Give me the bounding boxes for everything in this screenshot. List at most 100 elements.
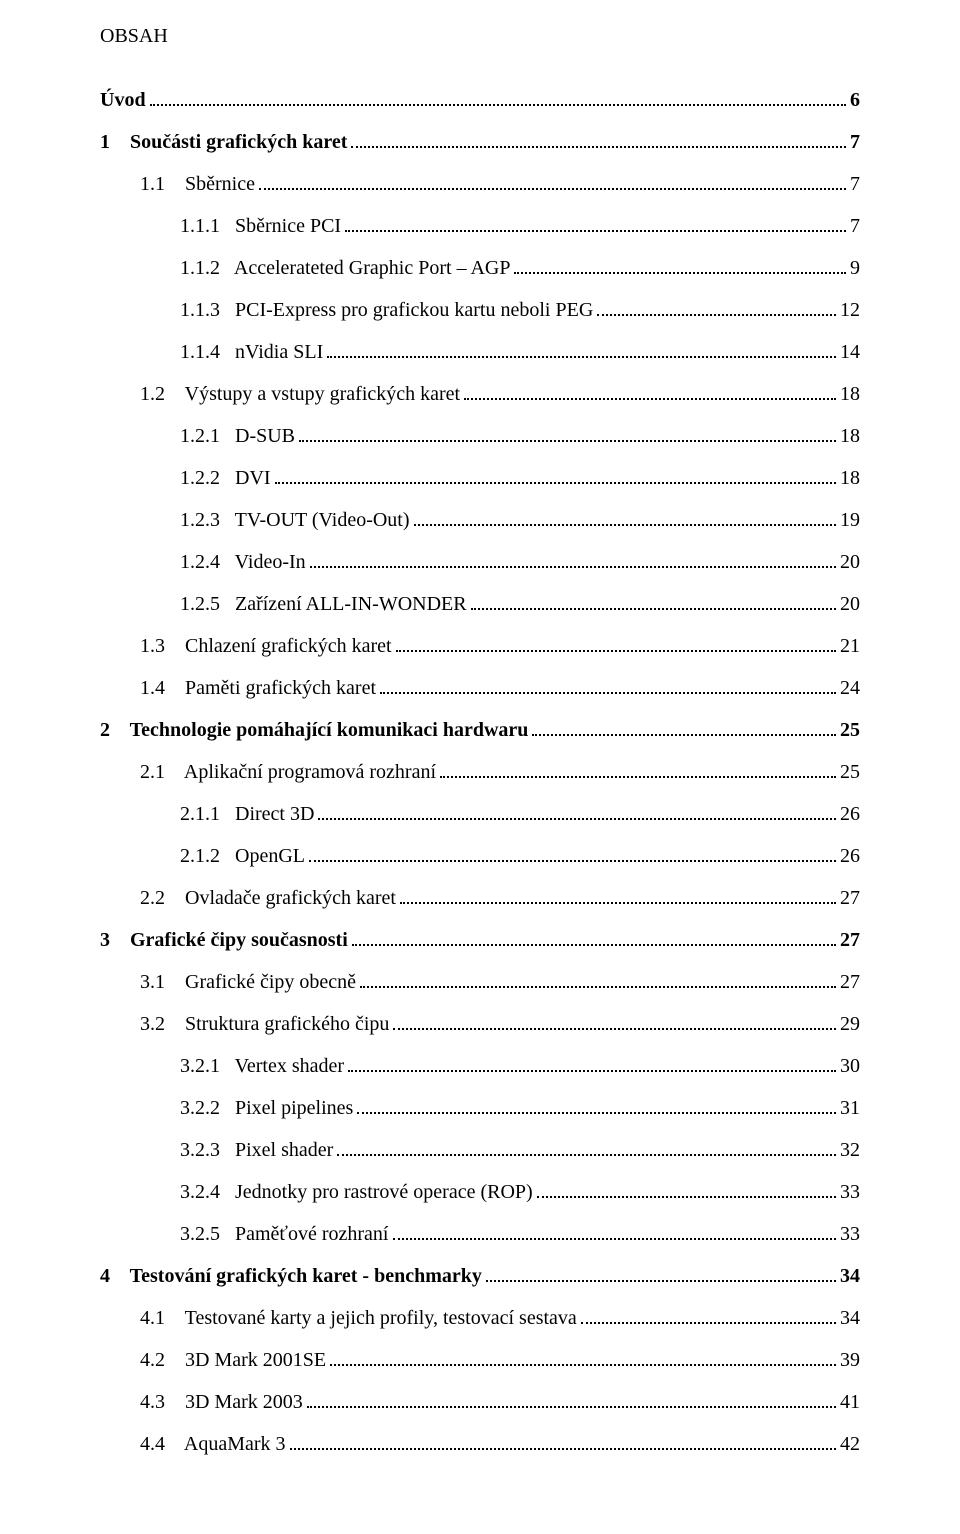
toc-page-number: 18 xyxy=(840,378,860,410)
toc-row: 4 Testování grafických karet - benchmark… xyxy=(100,1260,860,1292)
toc-page-number: 39 xyxy=(840,1344,860,1376)
toc-page-number: 12 xyxy=(840,294,860,326)
toc-page-number: 29 xyxy=(840,1008,860,1040)
toc-page-number: 7 xyxy=(850,168,860,200)
toc-page-number: 27 xyxy=(840,882,860,914)
toc-leader-dots xyxy=(309,842,836,862)
toc-row: 2.1 Aplikační programová rozhraní 25 xyxy=(100,756,860,788)
toc-label: 2.1.2 OpenGL xyxy=(180,840,305,872)
toc-page-number: 14 xyxy=(840,336,860,368)
toc-leader-dots xyxy=(318,800,836,820)
toc-row: 3.2.5 Paměťové rozhraní 33 xyxy=(100,1218,860,1250)
toc-leader-dots xyxy=(330,1346,836,1366)
toc-leader-dots xyxy=(471,590,836,610)
toc-row: 3.2.3 Pixel shader 32 xyxy=(100,1134,860,1166)
toc-page-number: 24 xyxy=(840,672,860,704)
toc-row: 1.1 Sběrnice 7 xyxy=(100,168,860,200)
toc-page-number: 7 xyxy=(850,210,860,242)
toc-label: 1.2.3 TV-OUT (Video-Out) xyxy=(180,504,410,536)
toc-label: 4.4 AquaMark 3 xyxy=(140,1428,286,1460)
toc-page-number: 27 xyxy=(840,924,860,956)
toc-row: 1.4 Paměti grafických karet 24 xyxy=(100,672,860,704)
toc-leader-dots xyxy=(337,1136,836,1156)
toc-leader-dots xyxy=(486,1262,836,1282)
toc-label: 1.3 Chlazení grafických karet xyxy=(140,630,392,662)
toc-label: 1.1.1 Sběrnice PCI xyxy=(180,210,341,242)
toc-page-number: 7 xyxy=(850,126,860,158)
toc-container: Úvod 61 Součásti grafických karet 71.1 S… xyxy=(100,84,860,1460)
toc-row: 1.2.4 Video-In 20 xyxy=(100,546,860,578)
toc-leader-dots xyxy=(327,338,836,358)
toc-row: 4.3 3D Mark 2003 41 xyxy=(100,1386,860,1418)
toc-page-number: 20 xyxy=(840,588,860,620)
toc-page-number: 6 xyxy=(850,84,860,116)
toc-row: 3.2.2 Pixel pipelines 31 xyxy=(100,1092,860,1124)
toc-leader-dots xyxy=(275,464,836,484)
toc-row: 2.1.1 Direct 3D 26 xyxy=(100,798,860,830)
toc-row: 1.2 Výstupy a vstupy grafických karet 18 xyxy=(100,378,860,410)
toc-page-number: 32 xyxy=(840,1134,860,1166)
toc-row: 2.2 Ovladače grafických karet 27 xyxy=(100,882,860,914)
toc-label: 1.1.4 nVidia SLI xyxy=(180,336,323,368)
toc-label: 4.2 3D Mark 2001SE xyxy=(140,1344,326,1376)
toc-page-number: 33 xyxy=(840,1176,860,1208)
toc-heading: OBSAH xyxy=(100,20,860,52)
toc-row: 1.3 Chlazení grafických karet 21 xyxy=(100,630,860,662)
toc-label: 2.1 Aplikační programová rozhraní xyxy=(140,756,436,788)
toc-leader-dots xyxy=(150,86,846,106)
toc-label: 3.2.3 Pixel shader xyxy=(180,1134,333,1166)
toc-leader-dots xyxy=(259,170,846,190)
toc-label: 1.1 Sběrnice xyxy=(140,168,255,200)
toc-leader-dots xyxy=(357,1094,836,1114)
toc-page-number: 27 xyxy=(840,966,860,998)
toc-leader-dots xyxy=(464,380,836,400)
toc-page-number: 19 xyxy=(840,504,860,536)
toc-label: 2.1.1 Direct 3D xyxy=(180,798,314,830)
toc-leader-dots xyxy=(537,1178,836,1198)
toc-row: 1.2.5 Zařízení ALL-IN-WONDER 20 xyxy=(100,588,860,620)
toc-row: 1.1.1 Sběrnice PCI 7 xyxy=(100,210,860,242)
toc-label: 1.1.3 PCI-Express pro grafickou kartu ne… xyxy=(180,294,593,326)
toc-page-number: 34 xyxy=(840,1302,860,1334)
toc-page-number: 20 xyxy=(840,546,860,578)
toc-label: 1.2.4 Video-In xyxy=(180,546,306,578)
toc-label: 4.3 3D Mark 2003 xyxy=(140,1386,303,1418)
toc-leader-dots xyxy=(307,1388,836,1408)
toc-page-number: 9 xyxy=(850,252,860,284)
toc-leader-dots xyxy=(514,254,846,274)
toc-row: 1.2.2 DVI 18 xyxy=(100,462,860,494)
toc-label: 4 Testování grafických karet - benchmark… xyxy=(100,1260,482,1292)
toc-leader-dots xyxy=(352,926,836,946)
toc-row: 3.2 Struktura grafického čipu 29 xyxy=(100,1008,860,1040)
toc-label: 2.2 Ovladače grafických karet xyxy=(140,882,396,914)
toc-leader-dots xyxy=(396,632,836,652)
toc-page-number: 31 xyxy=(840,1092,860,1124)
toc-leader-dots xyxy=(597,296,836,316)
toc-label: 3.2.5 Paměťové rozhraní xyxy=(180,1218,389,1250)
toc-label: 3.1 Grafické čipy obecně xyxy=(140,966,356,998)
toc-page-number: 26 xyxy=(840,798,860,830)
toc-leader-dots xyxy=(290,1430,836,1450)
toc-label: 4.1 Testované karty a jejich profily, te… xyxy=(140,1302,577,1334)
toc-label: 1.2.1 D-SUB xyxy=(180,420,295,452)
toc-label: 1.2.5 Zařízení ALL-IN-WONDER xyxy=(180,588,467,620)
toc-row: 4.1 Testované karty a jejich profily, te… xyxy=(100,1302,860,1334)
toc-row: 3.1 Grafické čipy obecně 27 xyxy=(100,966,860,998)
toc-page-number: 33 xyxy=(840,1218,860,1250)
toc-page-number: 25 xyxy=(840,756,860,788)
toc-page-number: 18 xyxy=(840,462,860,494)
toc-row: 2.1.2 OpenGL 26 xyxy=(100,840,860,872)
toc-label: 3.2.2 Pixel pipelines xyxy=(180,1092,353,1124)
toc-label: 1 Součásti grafických karet xyxy=(100,126,347,158)
toc-label: 1.4 Paměti grafických karet xyxy=(140,672,376,704)
toc-label: 1.2 Výstupy a vstupy grafických karet xyxy=(140,378,460,410)
toc-page-number: 30 xyxy=(840,1050,860,1082)
toc-label: 3.2 Struktura grafického čipu xyxy=(140,1008,389,1040)
toc-leader-dots xyxy=(351,128,846,148)
toc-label: 2 Technologie pomáhající komunikaci hard… xyxy=(100,714,528,746)
toc-label: 1.1.2 Accelerateted Graphic Port – AGP xyxy=(180,252,510,284)
toc-page-number: 25 xyxy=(840,714,860,746)
toc-leader-dots xyxy=(299,422,836,442)
toc-row: 4.2 3D Mark 2001SE 39 xyxy=(100,1344,860,1376)
toc-row: 1.1.3 PCI-Express pro grafickou kartu ne… xyxy=(100,294,860,326)
